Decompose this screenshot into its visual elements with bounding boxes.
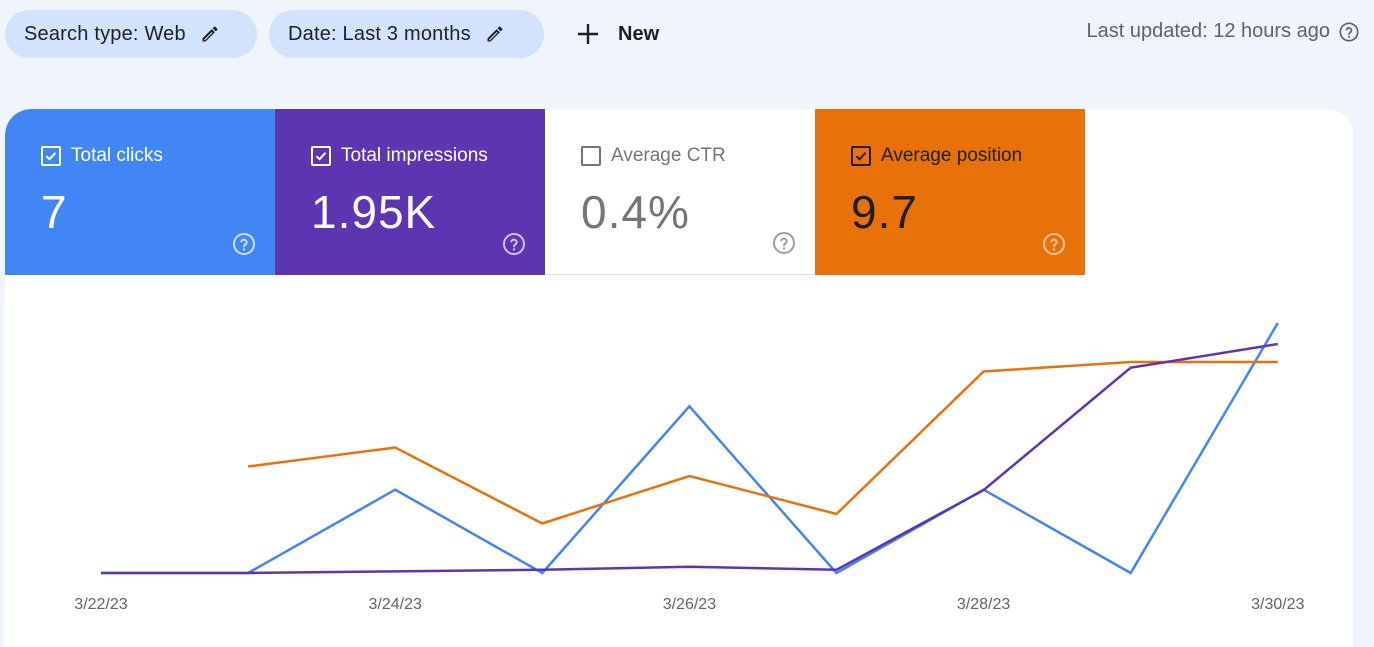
- x-tick-label: 3/22/23: [74, 596, 127, 613]
- checkbox-unchecked-icon[interactable]: [581, 146, 601, 166]
- help-icon[interactable]: [502, 232, 526, 256]
- plus-icon: [576, 21, 602, 47]
- total-impressions-label: Total impressions: [341, 145, 488, 166]
- series-line-average_position: [247, 360, 1278, 525]
- chart-lines: [101, 322, 1279, 575]
- x-tick-label: 3/28/23: [957, 596, 1010, 613]
- average-ctr-tile[interactable]: Average CTR 0.4%: [545, 109, 815, 275]
- performance-line-chart: 3/22/23 3/24/23 3/26/23 3/28/23 3/30/23: [74, 322, 1305, 613]
- filter-bar: Search type: Web Date: Last 3 months New…: [0, 0, 1374, 68]
- edit-pencil-icon[interactable]: [200, 23, 222, 45]
- help-icon[interactable]: [1338, 21, 1360, 43]
- average-position-value: 9.7: [851, 186, 918, 238]
- x-axis: 3/22/23 3/24/23 3/26/23 3/28/23 3/30/23: [74, 596, 1304, 613]
- help-icon[interactable]: [1042, 232, 1066, 256]
- search-type-filter-label: Search type: Web: [24, 22, 186, 45]
- average-position-label: Average position: [881, 145, 1023, 166]
- search-type-filter-chip[interactable]: Search type: Web: [5, 10, 257, 58]
- checkbox-checked-icon[interactable]: [41, 146, 61, 166]
- x-tick-label: 3/24/23: [369, 596, 422, 613]
- performance-card: Total clicks 7 Total impressions 1.95K A…: [5, 109, 1353, 647]
- series-line-total_clicks: [101, 322, 1279, 575]
- date-filter-label: Date: Last 3 months: [288, 22, 471, 45]
- edit-pencil-icon[interactable]: [485, 23, 507, 45]
- checkbox-checked-icon[interactable]: [851, 146, 871, 166]
- total-impressions-tile[interactable]: Total impressions 1.95K: [275, 109, 545, 275]
- average-ctr-value: 0.4%: [581, 186, 690, 238]
- last-updated-text: Last updated: 12 hours ago: [1086, 20, 1330, 42]
- series-line-total_impressions: [101, 342, 1278, 575]
- x-tick-label: 3/26/23: [663, 596, 716, 613]
- total-impressions-value: 1.95K: [311, 186, 437, 238]
- total-clicks-tile[interactable]: Total clicks 7: [5, 109, 275, 275]
- x-tick-label: 3/30/23: [1251, 596, 1304, 613]
- date-filter-chip[interactable]: Date: Last 3 months: [269, 10, 544, 58]
- help-icon[interactable]: [772, 231, 796, 255]
- average-position-tile[interactable]: Average position 9.7: [815, 109, 1085, 275]
- total-clicks-label: Total clicks: [71, 145, 163, 166]
- new-filter-label: New: [618, 22, 660, 45]
- checkbox-checked-icon[interactable]: [311, 146, 331, 166]
- total-clicks-value: 7: [41, 186, 68, 238]
- new-filter-button[interactable]: New: [566, 10, 669, 58]
- average-ctr-label: Average CTR: [611, 145, 726, 166]
- help-icon[interactable]: [232, 232, 256, 256]
- last-updated: Last updated: 12 hours ago: [1086, 20, 1360, 43]
